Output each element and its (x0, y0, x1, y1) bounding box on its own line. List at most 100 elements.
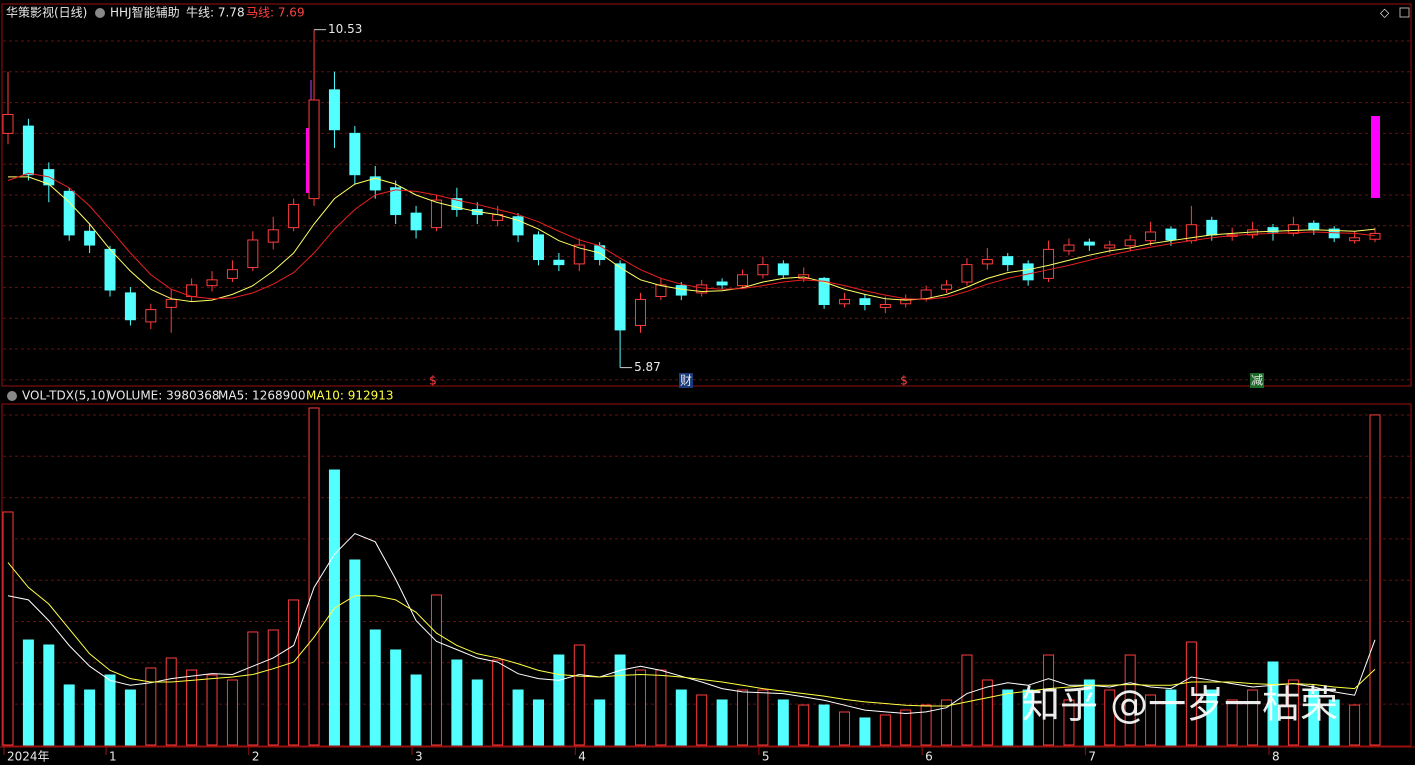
volume-bar (512, 689, 524, 746)
candle-body (716, 281, 728, 286)
x-tick-label: 8 (1272, 750, 1280, 764)
volume-bar (696, 694, 708, 746)
candle-body (247, 239, 259, 269)
candle-body (226, 269, 238, 279)
watermark: 知乎 @一岁一枯荣 (1022, 683, 1338, 727)
candle-body (573, 244, 585, 265)
x-tick-label: 6 (925, 750, 933, 764)
candle-body (655, 284, 667, 298)
candle-body (63, 190, 75, 236)
candle-body (1043, 248, 1055, 279)
volume-bar (247, 631, 259, 746)
volume-bar (1349, 704, 1361, 746)
volume-bar (451, 659, 463, 746)
volume-bar (1287, 679, 1299, 746)
volume-bar (104, 674, 116, 746)
volume-bar (1083, 679, 1095, 746)
event-marker[interactable]: $ (429, 374, 437, 388)
candle-body (1349, 237, 1361, 242)
ma-line (7, 532, 1376, 714)
candle-body (1267, 227, 1279, 233)
ma-line (7, 172, 1376, 300)
candle-body (900, 298, 912, 305)
volume-bar (920, 704, 932, 746)
x-tick-label: 2024年 (7, 750, 50, 764)
price-frame (1, 3, 1412, 387)
volume-bar (1104, 689, 1116, 746)
volume-frame (1, 403, 1412, 747)
volume-bar (1165, 689, 1177, 746)
ma-line (8, 176, 1376, 303)
candle-body (920, 289, 932, 300)
x-tick-label: 1 (109, 750, 117, 764)
volume-bar (614, 654, 626, 746)
volume-bar (1267, 661, 1279, 746)
volume-bar (1124, 654, 1136, 746)
event-box (1250, 373, 1264, 388)
ma-label: 牛线: 7.78 (186, 5, 245, 20)
candle-body (941, 284, 953, 290)
event-marker[interactable]: 减 (1251, 374, 1263, 388)
candle-body (1104, 244, 1116, 249)
volume-bar (818, 704, 830, 746)
volume-bar (573, 644, 585, 746)
candle-body (410, 212, 422, 231)
volume-bar (1206, 689, 1218, 746)
candle-body (1206, 219, 1218, 236)
volume-bar (859, 717, 871, 746)
candle-body (369, 176, 381, 191)
candle-body (22, 125, 34, 176)
ma-label: 马线: 7.69 (246, 6, 305, 20)
indicator-icon[interactable] (7, 391, 17, 401)
volume-bar (941, 699, 953, 746)
volume-bar (757, 689, 769, 746)
volume-label: VOLUME: 3980368 (108, 389, 220, 403)
indicator-name: HHJ智能辅助 (110, 5, 180, 20)
volume-bar (471, 679, 483, 746)
volume-bar (634, 669, 646, 746)
volume-bar (2, 511, 14, 746)
x-tick-label: 5 (762, 750, 770, 764)
indicator-icon[interactable] (95, 8, 105, 18)
volume-bar (777, 699, 789, 746)
signal-bar (1371, 116, 1380, 198)
candle-body (84, 230, 96, 246)
volume-bar (226, 679, 238, 746)
volume-bar (186, 669, 198, 746)
volume-bar (1063, 699, 1075, 746)
volume-bar (267, 629, 279, 746)
volume-bar (1369, 414, 1381, 746)
maximize-icon[interactable] (1399, 7, 1410, 18)
volume-bar (655, 669, 667, 746)
candle-body (614, 263, 626, 331)
candle-body (634, 298, 646, 327)
volume-bar (879, 714, 891, 746)
candle-body (1063, 244, 1075, 252)
volume-bar (308, 407, 320, 746)
volume-bar (410, 674, 422, 746)
candle-body (1083, 241, 1095, 246)
volume-bar (328, 469, 340, 746)
volume-bar (206, 674, 218, 746)
event-marker[interactable]: 财 (680, 374, 692, 388)
event-marker[interactable]: $ (900, 374, 908, 388)
candle-body (1328, 228, 1340, 239)
volume-bar (1226, 699, 1238, 746)
candle-body (1369, 232, 1381, 240)
candle-body (2, 114, 14, 134)
candle-body (390, 187, 402, 216)
toggle-icon[interactable]: ◇ (1380, 6, 1390, 20)
candle-body (1308, 222, 1320, 231)
volume-bar (43, 644, 55, 746)
candle-body (288, 203, 300, 229)
candle-body (839, 298, 851, 305)
candle-body (206, 279, 218, 287)
volume-bar (124, 689, 136, 746)
candle-body (124, 292, 136, 321)
candle-body (1022, 263, 1034, 281)
candle-body (308, 99, 320, 200)
candle-body (165, 298, 177, 308)
volume-bar (390, 649, 402, 746)
x-tick-label: 3 (415, 750, 423, 764)
